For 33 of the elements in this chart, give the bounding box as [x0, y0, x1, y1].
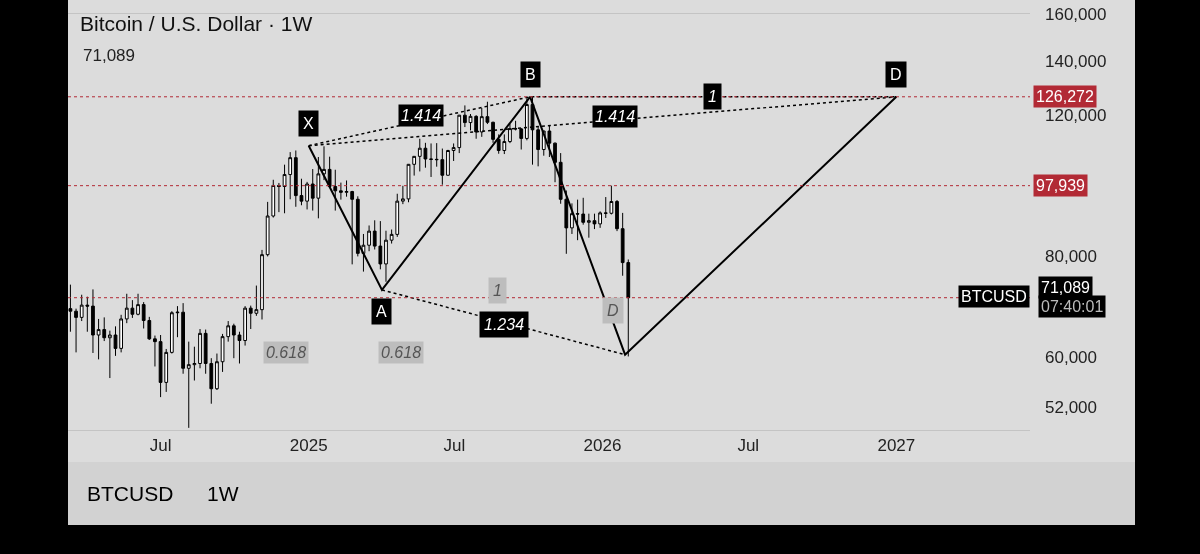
- x-tick-label: Jul: [149, 436, 172, 456]
- annotation: 1.414: [401, 107, 442, 124]
- text: 07:40:01: [1041, 298, 1104, 315]
- ref-line-label: 97,939: [1036, 177, 1086, 194]
- ref-line-label: 126,272: [1036, 88, 1094, 105]
- annotation: 0.618: [266, 344, 307, 361]
- y-tick-label: 60,000: [1045, 347, 1097, 367]
- chart-title: Bitcoin / U.S. Dollar · 1W: [80, 12, 313, 36]
- annotation: BTCUSD: [961, 288, 1027, 305]
- y-tick-label: 80,000: [1045, 247, 1097, 267]
- y-tick-label: 160,000: [1045, 4, 1107, 24]
- annotation: 0.618: [381, 344, 422, 361]
- x-tick-label: Jul: [443, 436, 466, 456]
- annotation: 1: [708, 88, 717, 105]
- annotation: D: [607, 302, 619, 319]
- annotation: D: [890, 66, 902, 83]
- annotation: 1: [493, 282, 502, 299]
- text: 71,089: [1041, 279, 1091, 296]
- annotation: X: [303, 115, 314, 132]
- text: BTCUSD: [87, 482, 174, 505]
- y-tick-label: 120,000: [1045, 105, 1107, 125]
- text: 1W: [207, 482, 239, 505]
- x-tick-label: Jul: [737, 436, 760, 456]
- x-tick-label: 2027: [877, 436, 916, 456]
- annotation: 1.234: [484, 316, 525, 333]
- x-tick-label: 2025: [289, 436, 328, 456]
- y-tick-label: 52,000: [1045, 398, 1097, 418]
- annotation: 71,089: [83, 46, 135, 65]
- annotation: A: [376, 303, 387, 320]
- y-tick-label: 140,000: [1045, 51, 1107, 71]
- annotation: B: [525, 66, 536, 83]
- annotation: 1.414: [595, 108, 636, 125]
- x-tick-label: 2026: [583, 436, 622, 456]
